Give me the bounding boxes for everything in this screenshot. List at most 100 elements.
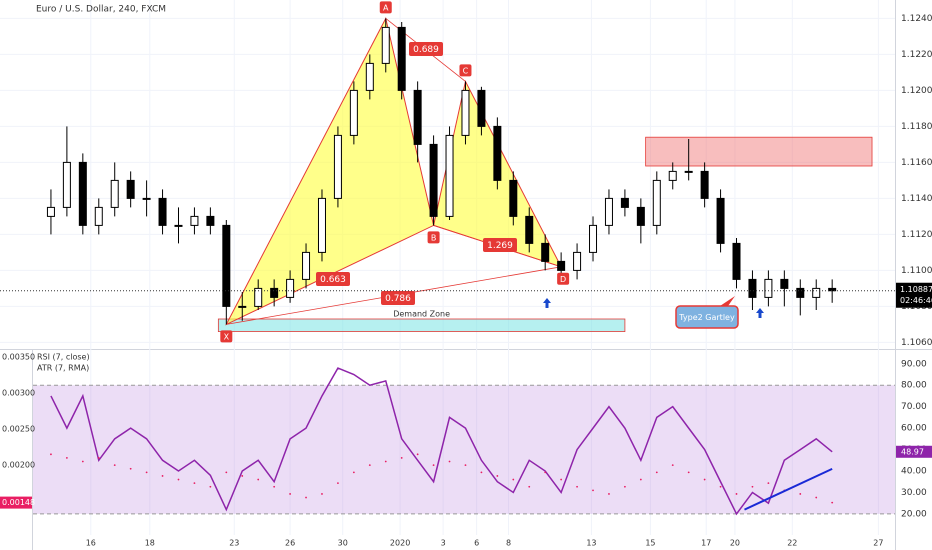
candle-body	[94, 206, 103, 226]
candle-body	[46, 206, 55, 217]
atr-dot	[735, 493, 738, 495]
ratio-label: 0.786	[385, 294, 411, 304]
point-label-box	[459, 64, 472, 77]
atr-dot	[639, 478, 642, 481]
arrow-up	[756, 308, 764, 318]
candle-body	[589, 224, 598, 253]
point-label: B	[431, 233, 437, 242]
candle-body	[684, 170, 693, 173]
candle-body	[429, 143, 438, 217]
x-tick-label: 2020	[390, 539, 410, 548]
candle-body	[604, 197, 613, 226]
y-tick-label: 1.11400	[901, 194, 932, 204]
candle-body	[126, 179, 135, 199]
rsi-tick-label: 30.00	[901, 488, 927, 498]
atr-dot	[400, 457, 403, 459]
atr-dot	[145, 471, 148, 474]
atr-dot	[624, 485, 626, 488]
candle-body	[110, 179, 119, 208]
atr-dot	[480, 471, 483, 474]
atr-dot	[687, 471, 690, 474]
x-tick-label: 26	[285, 539, 295, 548]
rsi-tick-label: 80.00	[901, 381, 927, 391]
atr-last-box	[0, 496, 32, 509]
indicator-pane	[33, 367, 895, 516]
chart-title: Euro / U.S. Dollar, 240, FXCM	[36, 5, 166, 15]
atr-tick-label: 0.00200	[2, 461, 35, 470]
candle-body	[381, 26, 390, 64]
legend-entry: ATR (7, RMA)	[37, 364, 89, 373]
candle-body	[365, 62, 374, 91]
last-price-box	[896, 282, 932, 308]
y-tick-label: 1.11800	[901, 122, 932, 132]
point-label-box	[427, 231, 440, 244]
atr-dot	[81, 460, 84, 463]
ratio-label: 1.269	[487, 241, 513, 251]
atr-dot	[113, 464, 116, 467]
candle-body	[509, 179, 518, 217]
candle-body	[796, 287, 805, 298]
rsi-tick-label: 90.00	[901, 359, 927, 369]
candle-body	[254, 287, 263, 307]
candle-body	[525, 215, 534, 244]
x-tick-label: 18	[145, 539, 155, 548]
rsi-band	[33, 385, 895, 514]
candle-body	[668, 170, 677, 181]
candle-body	[700, 170, 709, 199]
candle-body	[764, 278, 773, 298]
atr-dot	[799, 493, 802, 495]
atr-last-label: 0.00148	[2, 498, 35, 507]
x-tick-label: 23	[229, 539, 239, 548]
atr-dot	[129, 467, 132, 470]
atr-dot	[97, 457, 100, 459]
atr-dot	[209, 485, 212, 488]
last-price-label: 1.10887	[900, 285, 932, 294]
candle-body	[190, 215, 199, 226]
candle-body	[270, 287, 279, 298]
x-tick-label: 8	[506, 539, 511, 548]
candle-body	[333, 134, 342, 199]
candle-body	[636, 206, 645, 226]
candle-body	[541, 242, 550, 262]
ratio-box	[316, 272, 350, 286]
candle-body	[222, 224, 231, 307]
point-label-box	[379, 1, 392, 14]
candle-body	[461, 89, 470, 136]
candle-body	[238, 305, 247, 308]
candle-body	[78, 161, 87, 226]
candle-body	[349, 89, 358, 136]
y-tick-label: 1.12000	[901, 86, 932, 96]
rsi-line	[50, 367, 833, 516]
atr-dot	[384, 460, 387, 463]
x-tick-label: 20	[730, 539, 740, 548]
atr-tick-label: 0.00250	[2, 425, 35, 434]
x-tick-label: 6	[474, 539, 479, 548]
x-tick-label: 13	[586, 539, 596, 548]
candle-body	[286, 278, 295, 298]
arrow-up	[543, 298, 551, 308]
candle-body	[174, 224, 183, 227]
x-tick-label: 30	[338, 539, 348, 548]
candle-body	[812, 287, 821, 298]
candle-body	[302, 251, 311, 280]
x-tick-label: 27	[873, 539, 883, 548]
atr-dot	[767, 482, 770, 485]
atr-dot	[608, 493, 610, 495]
pattern-name-box	[675, 305, 739, 329]
atr-dot	[432, 464, 435, 467]
y-tick-label: 1.11000	[901, 266, 932, 276]
atr-dot	[512, 478, 515, 481]
x-tick-label: 15	[645, 539, 655, 548]
atr-dot	[448, 460, 451, 463]
atr-dot	[352, 471, 355, 474]
candle-body	[62, 161, 71, 208]
candle-body	[317, 197, 326, 253]
atr-dot	[321, 493, 323, 495]
atr-dot	[65, 457, 68, 459]
candle-body	[413, 89, 422, 145]
candle-body	[620, 197, 629, 208]
rsi-tick-label: 20.00	[901, 509, 927, 519]
atr-dot	[671, 464, 674, 467]
candle-body	[493, 125, 502, 181]
